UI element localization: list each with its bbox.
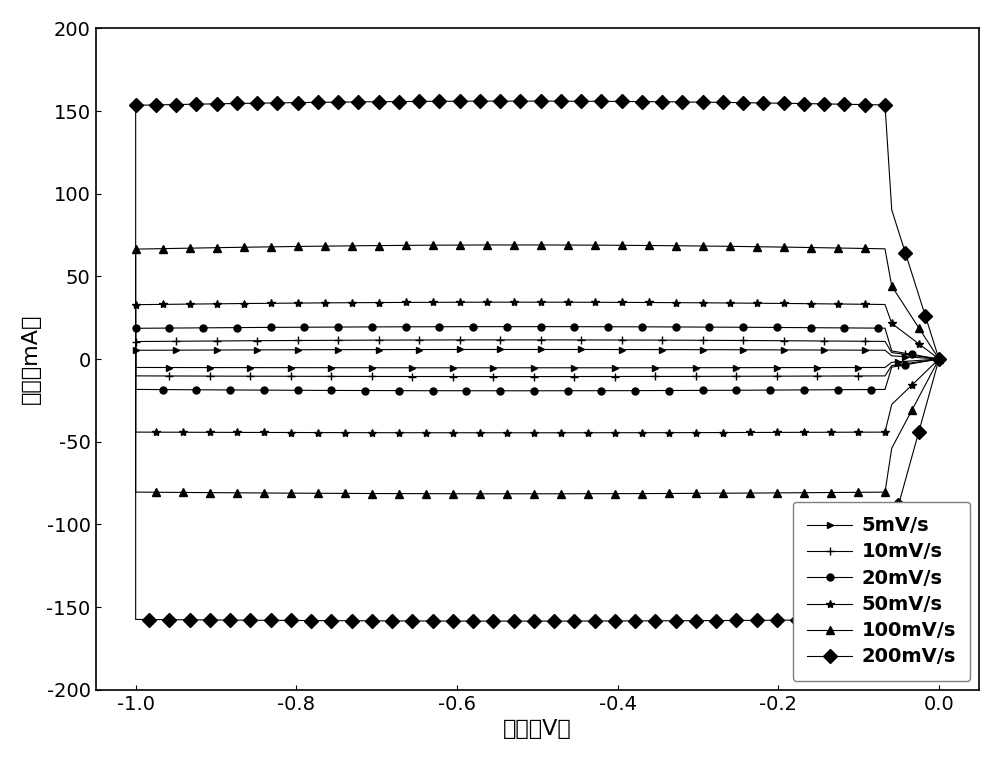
200mV/s <box>933 354 945 363</box>
5mV/s <box>933 354 945 363</box>
5mV/s <box>676 363 688 372</box>
100mV/s <box>832 243 844 252</box>
200mV/s <box>865 615 877 624</box>
Y-axis label: 电流（mA）: 电流（mA） <box>21 314 41 404</box>
5mV/s <box>393 345 405 354</box>
100mV/s <box>865 488 877 497</box>
20mV/s <box>865 385 877 394</box>
10mV/s <box>832 337 844 346</box>
10mV/s <box>825 372 837 381</box>
Line: 200mV/s: 200mV/s <box>131 97 944 626</box>
50mV/s <box>825 428 837 437</box>
5mV/s <box>832 346 844 355</box>
5mV/s <box>514 345 526 354</box>
50mV/s <box>832 299 844 309</box>
10mV/s <box>865 372 877 381</box>
5mV/s <box>379 363 391 372</box>
100mV/s <box>825 488 837 497</box>
20mV/s <box>393 322 405 331</box>
10mV/s <box>393 335 405 344</box>
10mV/s <box>933 354 945 363</box>
50mV/s <box>379 428 391 437</box>
20mV/s <box>508 386 520 395</box>
50mV/s <box>865 428 877 437</box>
10mV/s <box>379 372 391 381</box>
200mV/s <box>393 97 405 106</box>
200mV/s <box>832 100 844 109</box>
100mV/s <box>379 489 391 498</box>
Line: 20mV/s: 20mV/s <box>132 323 942 394</box>
Legend: 5mV/s, 10mV/s, 20mV/s, 50mV/s, 100mV/s, 200mV/s: 5mV/s, 10mV/s, 20mV/s, 50mV/s, 100mV/s, … <box>793 502 970 681</box>
100mV/s <box>514 240 526 249</box>
20mV/s <box>825 385 837 394</box>
50mV/s <box>933 354 945 363</box>
200mV/s <box>933 354 945 363</box>
50mV/s <box>676 428 688 437</box>
20mV/s <box>379 386 391 395</box>
50mV/s <box>514 298 526 307</box>
5mV/s <box>508 363 520 372</box>
10mV/s <box>514 335 526 344</box>
200mV/s <box>379 616 391 625</box>
100mV/s <box>933 354 945 363</box>
20mV/s <box>676 386 688 395</box>
200mV/s <box>514 97 526 106</box>
10mV/s <box>676 372 688 381</box>
Line: 10mV/s: 10mV/s <box>132 336 943 381</box>
5mV/s <box>865 363 877 372</box>
10mV/s <box>933 354 945 363</box>
50mV/s <box>393 298 405 307</box>
200mV/s <box>825 616 837 625</box>
20mV/s <box>514 322 526 331</box>
100mV/s <box>393 241 405 250</box>
100mV/s <box>508 489 520 499</box>
50mV/s <box>933 354 945 363</box>
20mV/s <box>933 354 945 363</box>
20mV/s <box>832 323 844 332</box>
50mV/s <box>508 428 520 437</box>
200mV/s <box>508 616 520 625</box>
5mV/s <box>825 363 837 372</box>
5mV/s <box>933 354 945 363</box>
X-axis label: 电压（V）: 电压（V） <box>503 719 572 739</box>
200mV/s <box>676 616 688 625</box>
Line: 100mV/s: 100mV/s <box>132 241 943 498</box>
10mV/s <box>508 372 520 381</box>
20mV/s <box>933 354 945 363</box>
100mV/s <box>676 489 688 498</box>
Line: 5mV/s: 5mV/s <box>133 347 942 371</box>
100mV/s <box>933 354 945 363</box>
Line: 50mV/s: 50mV/s <box>132 298 943 437</box>
